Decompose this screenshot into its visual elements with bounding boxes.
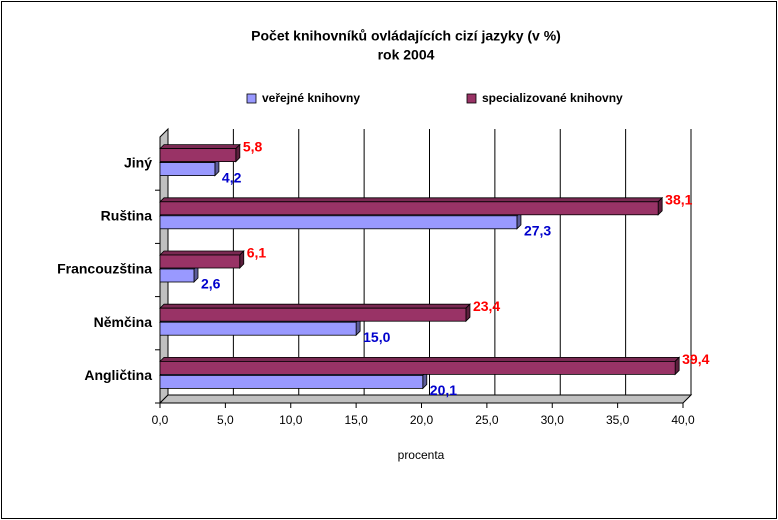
- x-tick-label: 25,0: [475, 413, 499, 427]
- x-tick-label: 30,0: [541, 413, 565, 427]
- bar: [159, 254, 241, 269]
- value-label: 20,1: [430, 382, 457, 398]
- chart-subtitle: rok 2004: [378, 47, 435, 63]
- bar: [159, 321, 357, 336]
- legend-swatch: [466, 93, 477, 104]
- bar: [159, 307, 467, 322]
- y-tick-label: Jiný: [124, 154, 152, 170]
- bar: [159, 201, 659, 216]
- bar: [159, 162, 216, 177]
- bar-top: [159, 250, 245, 256]
- value-label: 15,0: [363, 329, 390, 345]
- bar-top: [159, 303, 471, 309]
- y-tick-label: Francouzština: [57, 261, 152, 277]
- x-tick-label: 40,0: [671, 413, 695, 427]
- value-label: 39,4: [682, 351, 709, 367]
- value-label: 38,1: [665, 192, 692, 208]
- value-label: 6,1: [247, 245, 267, 261]
- x-tick-label: 5,0: [217, 413, 234, 427]
- value-label: 4,2: [222, 169, 242, 185]
- legend-label: specializované knihovny: [482, 91, 623, 105]
- legend-label: veřejné knihovny: [262, 91, 360, 105]
- bar: [159, 374, 424, 389]
- x-tick-label: 15,0: [344, 413, 368, 427]
- chart-title: Počet knihovníků ovládajících cizí jazyk…: [251, 28, 561, 44]
- bar: [159, 148, 237, 163]
- value-label: 2,6: [201, 276, 221, 292]
- x-tick-label: 35,0: [606, 413, 630, 427]
- y-tick-label: Angličtina: [84, 367, 152, 383]
- value-label: 5,8: [243, 138, 263, 154]
- bar-top: [159, 356, 681, 362]
- x-axis-label: procenta: [398, 448, 445, 462]
- y-tick-label: Ruština: [101, 208, 153, 224]
- value-label: 27,3: [524, 223, 551, 239]
- legend-swatch: [246, 93, 257, 104]
- x-tick-label: 0,0: [152, 413, 169, 427]
- value-label: 23,4: [473, 298, 500, 314]
- floor: [158, 394, 693, 404]
- x-tick-label: 20,0: [410, 413, 434, 427]
- bar: [159, 268, 195, 283]
- x-tick-label: 10,0: [279, 413, 303, 427]
- bar-top: [159, 144, 241, 150]
- bar: [159, 360, 676, 375]
- bar-top: [159, 197, 664, 203]
- bar: [159, 215, 518, 230]
- y-tick-label: Němčina: [94, 314, 153, 330]
